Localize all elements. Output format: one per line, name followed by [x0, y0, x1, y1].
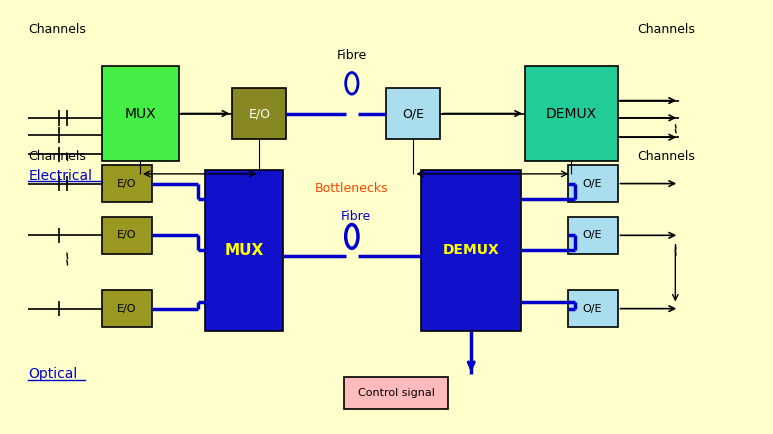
- Text: E/O: E/O: [248, 107, 271, 120]
- FancyBboxPatch shape: [101, 217, 152, 253]
- Text: Optical: Optical: [29, 368, 77, 381]
- Text: O/E: O/E: [583, 178, 602, 189]
- FancyBboxPatch shape: [567, 290, 618, 327]
- Text: DEMUX: DEMUX: [443, 243, 499, 257]
- FancyBboxPatch shape: [525, 66, 618, 161]
- FancyBboxPatch shape: [233, 88, 286, 139]
- Text: Channels: Channels: [637, 23, 695, 36]
- Text: O/E: O/E: [583, 304, 602, 314]
- Text: Channels: Channels: [29, 23, 87, 36]
- FancyBboxPatch shape: [567, 217, 618, 253]
- Text: O/E: O/E: [403, 107, 424, 120]
- FancyBboxPatch shape: [101, 290, 152, 327]
- FancyBboxPatch shape: [421, 170, 521, 331]
- FancyBboxPatch shape: [206, 170, 282, 331]
- Text: Electrical: Electrical: [29, 169, 92, 183]
- Text: Fibre: Fibre: [341, 210, 371, 224]
- Text: E/O: E/O: [117, 230, 136, 240]
- Text: MUX: MUX: [224, 243, 264, 258]
- FancyBboxPatch shape: [344, 377, 448, 409]
- Text: Control signal: Control signal: [358, 388, 434, 398]
- Text: Bottlenecks: Bottlenecks: [315, 182, 389, 195]
- Text: E/O: E/O: [117, 178, 136, 189]
- FancyBboxPatch shape: [101, 165, 152, 202]
- Text: MUX: MUX: [124, 106, 156, 121]
- FancyBboxPatch shape: [101, 66, 179, 161]
- Text: O/E: O/E: [583, 230, 602, 240]
- FancyBboxPatch shape: [386, 88, 441, 139]
- FancyBboxPatch shape: [567, 165, 618, 202]
- Text: DEMUX: DEMUX: [546, 106, 597, 121]
- Text: Channels: Channels: [637, 150, 695, 163]
- Text: Channels: Channels: [29, 150, 87, 163]
- Text: Fibre: Fibre: [337, 49, 367, 62]
- Text: E/O: E/O: [117, 304, 136, 314]
